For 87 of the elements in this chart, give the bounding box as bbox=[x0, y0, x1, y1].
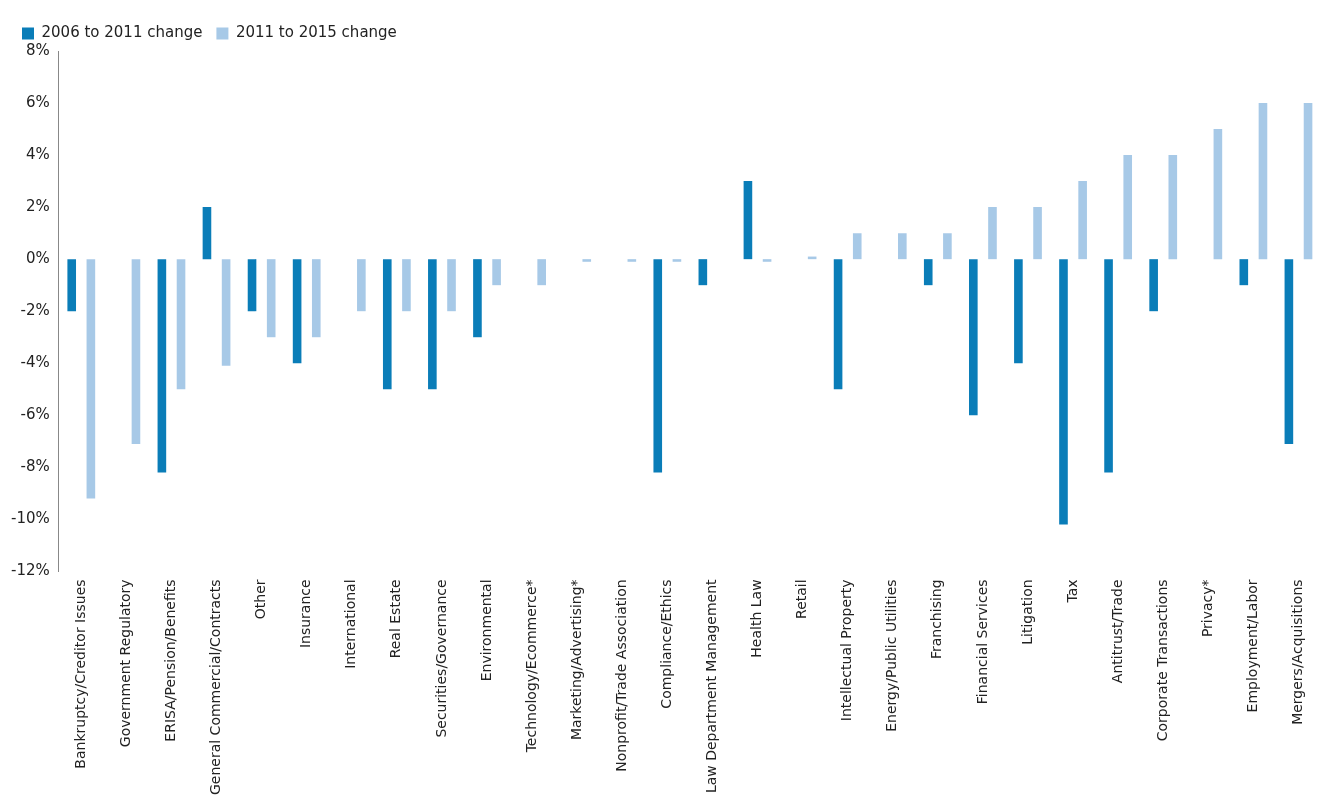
bar bbox=[743, 181, 753, 260]
bar bbox=[898, 233, 907, 260]
bar bbox=[157, 259, 167, 473]
bar bbox=[537, 259, 546, 286]
bar bbox=[428, 259, 437, 390]
bar bbox=[402, 259, 411, 312]
x-tick-label: Mergers/Acquisitions bbox=[1289, 579, 1306, 725]
x-tick-label: Marketing/Advertising* bbox=[567, 579, 584, 741]
y-tick-label: -10% bbox=[10, 509, 50, 528]
legend-label: 2011 to 2015 change bbox=[235, 23, 397, 42]
x-tick-label: Government Regulatory bbox=[117, 579, 134, 748]
bar bbox=[1213, 129, 1223, 260]
bar bbox=[447, 259, 456, 312]
x-tick-label: General Commercial/Contracts bbox=[207, 579, 224, 795]
y-tick-label: -2% bbox=[20, 301, 50, 320]
bar bbox=[311, 259, 321, 338]
x-tick-label: Antitrust/Trade bbox=[1108, 579, 1125, 684]
y-tick-label: 2% bbox=[25, 197, 50, 216]
bar bbox=[202, 207, 212, 260]
y-tick-label: -4% bbox=[20, 353, 50, 372]
y-tick-label: 8% bbox=[25, 40, 50, 59]
bar bbox=[292, 259, 302, 364]
bar bbox=[86, 259, 96, 499]
x-tick-label: Litigation bbox=[1018, 579, 1035, 645]
bar bbox=[672, 259, 682, 262]
bar bbox=[492, 259, 501, 286]
bar bbox=[943, 233, 952, 260]
bar bbox=[1059, 259, 1068, 525]
legend-label: 2006 to 2011 change bbox=[41, 23, 203, 42]
x-tick-label: Technology/Ecommerce* bbox=[522, 579, 539, 754]
x-tick-label: Energy/Public Utilities bbox=[883, 579, 900, 732]
y-tick-label: 0% bbox=[25, 249, 50, 268]
bar bbox=[1149, 259, 1158, 312]
x-tick-label: International bbox=[342, 579, 359, 669]
y-tick-label: 4% bbox=[25, 144, 50, 163]
bar bbox=[176, 259, 186, 390]
bar bbox=[653, 259, 663, 473]
x-tick-label: Financial Services bbox=[973, 579, 990, 705]
x-tick-label: Insurance bbox=[297, 579, 314, 649]
bar bbox=[382, 259, 392, 390]
x-tick-label: Franchising bbox=[928, 579, 945, 660]
bar bbox=[1258, 103, 1268, 260]
bar bbox=[221, 259, 231, 366]
bar bbox=[698, 259, 708, 286]
bar bbox=[1168, 155, 1178, 260]
x-tick-label: Intellectual Property bbox=[838, 579, 855, 722]
y-tick-label: -6% bbox=[20, 405, 50, 424]
x-tick-label: Nonprofit/Trade Association bbox=[612, 579, 629, 772]
x-tick-label: Employment/Labor bbox=[1244, 579, 1261, 713]
x-tick-label: Corporate Transactions bbox=[1153, 579, 1170, 742]
x-tick-label: Privacy* bbox=[1198, 579, 1215, 638]
bar bbox=[1078, 181, 1087, 260]
bar bbox=[1303, 103, 1313, 260]
bar bbox=[67, 259, 77, 312]
bar bbox=[833, 259, 843, 390]
x-tick-label: Compliance/Ethics bbox=[657, 579, 674, 709]
x-tick-label: Health Law bbox=[748, 579, 765, 658]
bar bbox=[852, 233, 862, 260]
bar bbox=[923, 259, 933, 286]
x-tick-label: ERISA/Pension/Benefits bbox=[162, 579, 179, 742]
y-tick-label: 6% bbox=[25, 92, 50, 111]
x-tick-label: Tax bbox=[1063, 579, 1080, 604]
bar bbox=[247, 259, 257, 312]
bar bbox=[357, 259, 366, 312]
bar bbox=[1123, 155, 1133, 260]
x-tick-label: Other bbox=[252, 579, 269, 620]
bar bbox=[1104, 259, 1113, 473]
x-tick-label: Securities/Governance bbox=[432, 579, 449, 738]
bar bbox=[1284, 259, 1294, 444]
bar bbox=[1014, 259, 1023, 364]
x-tick-label: Bankruptcy/Creditor Issues bbox=[71, 579, 88, 769]
bar bbox=[762, 259, 772, 262]
y-tick-label: -8% bbox=[20, 457, 50, 476]
x-tick-label: Law Department Management bbox=[703, 578, 720, 794]
x-tick-label: Environmental bbox=[477, 579, 494, 682]
bar bbox=[266, 259, 276, 338]
x-tick-label: Retail bbox=[793, 579, 810, 619]
y-tick-label: -12% bbox=[10, 561, 50, 580]
bar bbox=[627, 259, 637, 262]
bar bbox=[582, 259, 592, 262]
bar bbox=[473, 259, 482, 338]
bar bbox=[1033, 207, 1042, 260]
x-tick-label: Real Estate bbox=[387, 579, 404, 659]
bar bbox=[131, 259, 141, 444]
bar bbox=[969, 259, 978, 416]
bar bbox=[1239, 259, 1249, 286]
bar bbox=[988, 207, 997, 260]
